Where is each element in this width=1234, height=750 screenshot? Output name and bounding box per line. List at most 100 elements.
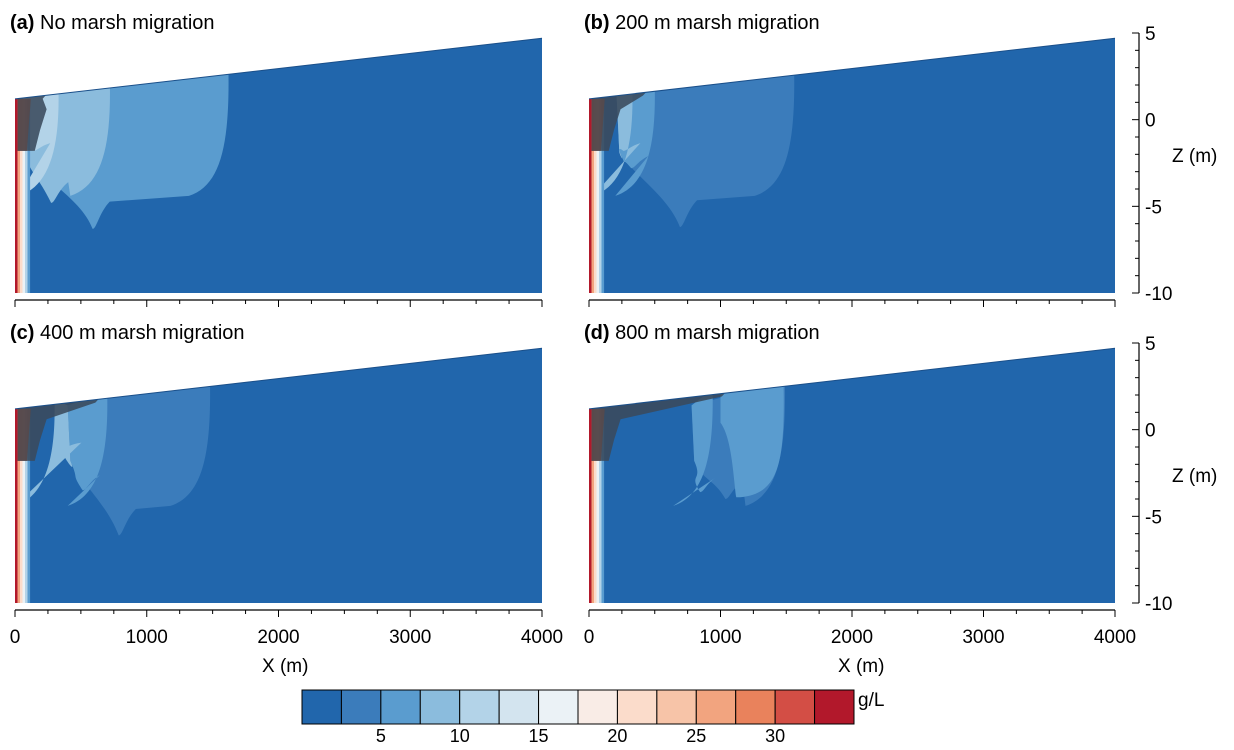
surface-line [588, 347, 1116, 410]
salinity-plume-3 [15, 399, 82, 506]
x-tick-label: 2000 [831, 627, 873, 648]
boundary-strip-5 [25, 98, 28, 293]
z-tick-label: -5 [1145, 507, 1162, 528]
panel-a-title: (a) No marsh migration [10, 12, 215, 35]
boundary-strip-6 [27, 98, 31, 293]
x-axis-label-right: X (m) [838, 656, 885, 677]
boundary-strip-6 [601, 408, 605, 603]
colorbar-swatch [419, 689, 461, 725]
boundary-strip-4 [22, 408, 26, 603]
z-tick-label: 0 [1145, 421, 1156, 442]
boundary-strip-5 [25, 408, 28, 603]
z-tick-label: 5 [1145, 24, 1156, 45]
z-tick-label: 5 [1145, 334, 1156, 355]
panel-c-label: (c) [10, 322, 35, 344]
surface-line [14, 347, 543, 410]
panel-d-label: (d) [584, 322, 610, 344]
x-tick-label: 1000 [126, 627, 168, 648]
colorbar-tick-label: 5 [376, 726, 386, 746]
z-tick-label: 0 [1145, 111, 1156, 132]
boundary-strip-1 [589, 98, 592, 293]
salinity-plume-upslope [720, 386, 784, 498]
freshwater-domain [589, 348, 1115, 603]
colorbar-tick-label: 20 [607, 726, 627, 746]
boundary-strip-1 [589, 408, 592, 603]
x-tick-label: 4000 [1094, 627, 1136, 648]
boundary-strip-3 [20, 408, 23, 603]
salinity-plume-3 [592, 88, 641, 196]
colorbar-swatch [814, 689, 855, 725]
colorbar-swatch [340, 689, 382, 725]
panel-c-plot: 0 1000 2000 3000 4000 [10, 347, 563, 648]
panel-c-title-text: 400 m marsh migration [40, 322, 245, 344]
x-tick-label: 2000 [257, 627, 299, 648]
salinity-plume-1 [616, 70, 795, 228]
boundary-strip-2 [591, 408, 595, 603]
x-tick-label: 0 [10, 627, 21, 648]
marsh-core [17, 98, 31, 151]
x-tick-label: 3000 [389, 627, 431, 648]
colorbar-swatch [538, 689, 579, 725]
colorbar-unit: g/L [858, 690, 885, 711]
x-tick-label: 1000 [699, 627, 741, 648]
z-axis-label-bottom: Z (m) [1172, 466, 1218, 487]
boundary-strip-6 [601, 98, 605, 293]
colorbar: 5 10 15 20 25 30 [301, 689, 855, 746]
boundary-strip-2 [17, 408, 21, 603]
x-tick-label: 0 [584, 627, 595, 648]
surface-line [588, 37, 1116, 100]
colorbar-swatch [616, 689, 658, 725]
panel-c-title: (c) 400 m marsh migration [10, 322, 245, 345]
colorbar-swatch [735, 689, 776, 725]
panel-d-plot: 0 1000 2000 3000 4000 5 0 -5 -10 [584, 334, 1173, 648]
boundary-strip-5 [599, 98, 602, 293]
panel-a-plot [14, 37, 543, 307]
boundary-strip-5 [599, 408, 602, 603]
panel-b-title: (b) 200 m marsh migration [584, 12, 820, 35]
x-tick-label: 4000 [521, 627, 563, 648]
colorbar-tick-label: 10 [450, 726, 470, 746]
colorbar-swatch [498, 689, 540, 725]
panel-b-plot: 5 0 -5 -10 [588, 24, 1172, 307]
z-tick-label: -10 [1145, 594, 1172, 615]
panel-d-title: (d) 800 m marsh migration [584, 322, 820, 345]
panel-a-label: (a) [10, 12, 35, 34]
panel-b-label: (b) [584, 12, 610, 34]
colorbar-swatch [774, 689, 816, 725]
marsh-zone [17, 398, 100, 461]
boundary-strip-1 [15, 408, 18, 603]
colorbar-tick-label: 15 [529, 726, 549, 746]
boundary-strip-2 [17, 98, 21, 293]
colorbar-swatch [695, 689, 737, 725]
colorbar-swatch [380, 689, 421, 725]
marsh-zone [591, 91, 647, 151]
salinity-plume-2 [673, 389, 718, 506]
marsh-core [17, 408, 31, 461]
z-tick-label: -10 [1145, 284, 1172, 305]
boundary-strip-3 [594, 408, 597, 603]
panel-a-title-text: No marsh migration [40, 12, 215, 34]
colorbar-swatch [301, 689, 342, 725]
boundary-strip-3 [20, 98, 23, 293]
boundary-strip-3 [594, 98, 597, 293]
marsh-core [591, 98, 605, 151]
colorbar-swatch [459, 689, 500, 725]
colorbar-swatch [577, 689, 618, 725]
marsh-core [591, 408, 605, 461]
panel-d-title-text: 800 m marsh migration [615, 322, 820, 344]
x-tick-label: 3000 [962, 627, 1004, 648]
boundary-strip-6 [27, 408, 31, 603]
boundary-strip-4 [596, 98, 600, 293]
z-tick-label: -5 [1145, 197, 1162, 218]
colorbar-swatch [656, 689, 697, 725]
panel-b-title-text: 200 m marsh migration [615, 12, 820, 34]
marsh-zone [591, 392, 726, 461]
x-axis-label-left: X (m) [262, 656, 309, 677]
boundary-strip-4 [596, 408, 600, 603]
colorbar-tick-label: 30 [765, 726, 785, 746]
boundary-strip-1 [15, 98, 18, 293]
salinity-plume-2 [67, 393, 108, 506]
boundary-strip-2 [591, 98, 595, 293]
z-axis-label-top: Z (m) [1172, 146, 1218, 167]
